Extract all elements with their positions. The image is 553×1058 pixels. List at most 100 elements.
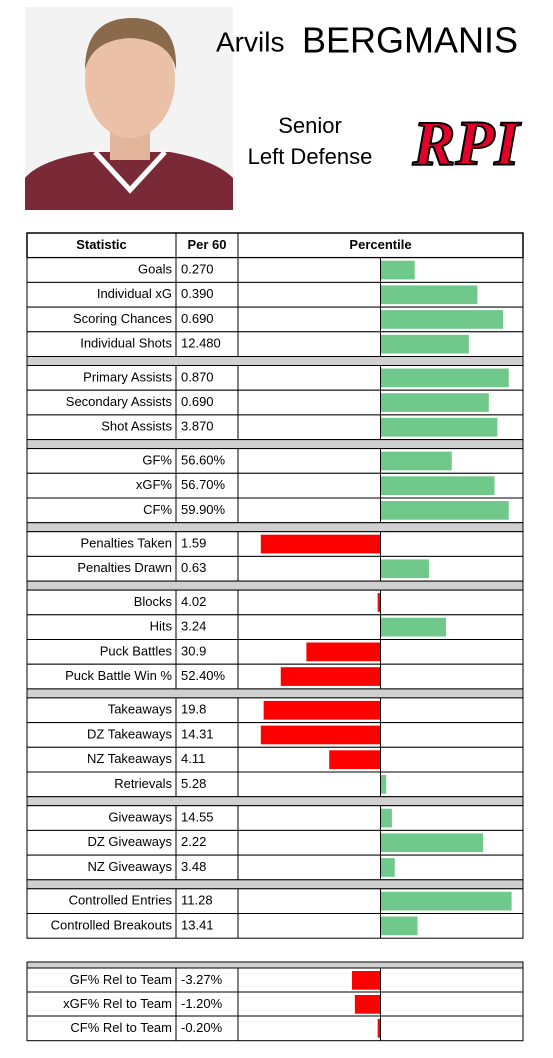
per60-value: 30.9 xyxy=(181,643,206,658)
group-separator xyxy=(26,522,524,533)
stat-name: Individual xG xyxy=(97,286,172,301)
group-separator xyxy=(26,439,524,450)
per60-value: 14.31 xyxy=(181,726,214,741)
per60-value: 0.870 xyxy=(181,369,214,384)
percentile-bar xyxy=(380,891,512,911)
per60-value: 4.02 xyxy=(181,594,206,609)
stat-name: GF% Rel to Team xyxy=(70,972,172,987)
table-row xyxy=(26,805,524,831)
table-row xyxy=(26,991,524,1018)
per60-value: 59.90% xyxy=(181,502,226,517)
per60-value: 13.41 xyxy=(181,917,214,932)
per60-value: 11.28 xyxy=(181,893,213,908)
stat-name: Penalties Taken xyxy=(80,535,172,550)
per60-value: 19.8 xyxy=(181,702,206,717)
percentile-bar xyxy=(380,617,447,637)
percentile-bar xyxy=(280,667,381,686)
percentile-bar xyxy=(380,417,498,437)
stat-name: xGF% xyxy=(136,477,173,492)
percentile-bar xyxy=(380,833,484,853)
table-row xyxy=(26,913,524,939)
table-row xyxy=(26,257,524,283)
table-row xyxy=(26,614,524,640)
percentile-bar xyxy=(380,775,387,794)
per60-value: 0.690 xyxy=(181,394,214,409)
per60-value: 0.63 xyxy=(181,560,206,575)
percentile-bar xyxy=(380,310,504,329)
stat-name: Individual Shots xyxy=(80,336,172,351)
percentile-bar xyxy=(352,971,381,990)
table-row xyxy=(26,967,524,994)
per60-value: 0.690 xyxy=(181,311,214,326)
percentile-bar xyxy=(354,995,381,1014)
first-name: Arvils xyxy=(216,26,284,57)
player-photo xyxy=(25,7,233,210)
group-separator xyxy=(26,879,524,890)
stat-name: Puck Battles xyxy=(100,643,173,658)
percentile-bar xyxy=(380,916,418,936)
photo-hair xyxy=(85,18,177,70)
table-row xyxy=(26,1015,524,1042)
per60-value: 56.60% xyxy=(181,452,226,467)
stat-name: DZ Takeaways xyxy=(87,726,173,741)
table-row xyxy=(26,771,524,798)
column-header: Per 60 xyxy=(187,237,226,252)
stat-name: Goals xyxy=(138,261,172,276)
per60-value: 0.270 xyxy=(181,261,214,276)
percentile-bar xyxy=(260,534,381,554)
table-row xyxy=(26,746,524,773)
photo-collar xyxy=(93,150,167,194)
group-separator xyxy=(26,688,524,699)
stat-name: Primary Assists xyxy=(83,369,172,384)
stat-name: Hits xyxy=(150,619,173,634)
per60-value: 14.55 xyxy=(181,809,214,824)
stat-name: Controlled Breakouts xyxy=(51,917,173,932)
percentile-bar xyxy=(380,451,452,471)
percentile-bar xyxy=(380,334,469,354)
table-row xyxy=(26,663,524,690)
percentile-bar xyxy=(380,260,415,280)
per60-value: 0.390 xyxy=(181,286,214,301)
group-separator xyxy=(26,961,524,969)
stat-name: Giveaways xyxy=(108,809,172,824)
per60-value: 2.22 xyxy=(181,834,206,849)
group-separator xyxy=(26,580,524,591)
player-position: Left Defense xyxy=(248,144,373,169)
stat-name: Secondary Assists xyxy=(66,394,173,409)
percentile-bar xyxy=(306,642,381,662)
percentile-bar xyxy=(380,808,392,828)
group-separator xyxy=(26,796,524,807)
stat-name: Penalties Drawn xyxy=(77,560,172,575)
percentile-bar xyxy=(380,858,395,877)
photo-face xyxy=(85,22,175,138)
column-header: Statistic xyxy=(76,237,127,252)
table-row xyxy=(26,555,524,582)
stat-name: Blocks xyxy=(134,594,173,609)
per60-value: -0.20% xyxy=(181,1020,223,1035)
last-name: BERGMANIS xyxy=(302,20,518,61)
percentile-bar xyxy=(380,476,495,495)
per60-value: 52.40% xyxy=(181,668,226,683)
stat-name: Shot Assists xyxy=(101,419,172,434)
photo-jersey xyxy=(25,152,233,210)
stat-name: NZ Giveaways xyxy=(87,859,172,874)
per60-value: 1.59 xyxy=(181,535,206,550)
per60-value: 3.48 xyxy=(181,859,206,874)
percentile-bar xyxy=(263,700,381,720)
player-class: Senior xyxy=(278,113,342,138)
per60-value: 5.28 xyxy=(181,776,206,791)
stat-name: NZ Takeaways xyxy=(87,751,173,766)
column-header: Percentile xyxy=(349,237,411,252)
group-separator xyxy=(26,356,524,366)
stat-name: CF% Rel to Team xyxy=(70,1020,172,1035)
percentile-bar xyxy=(260,725,381,745)
table-row xyxy=(26,589,524,616)
stat-name: Puck Battle Win % xyxy=(65,668,172,683)
per60-value: 12.480 xyxy=(181,336,221,351)
percentile-bar xyxy=(380,393,489,412)
stat-name: xGF% Rel to Team xyxy=(63,996,172,1011)
stat-name: Scoring Chances xyxy=(73,311,172,326)
per60-value: 3.870 xyxy=(181,419,214,434)
percentile-bar xyxy=(377,593,381,612)
